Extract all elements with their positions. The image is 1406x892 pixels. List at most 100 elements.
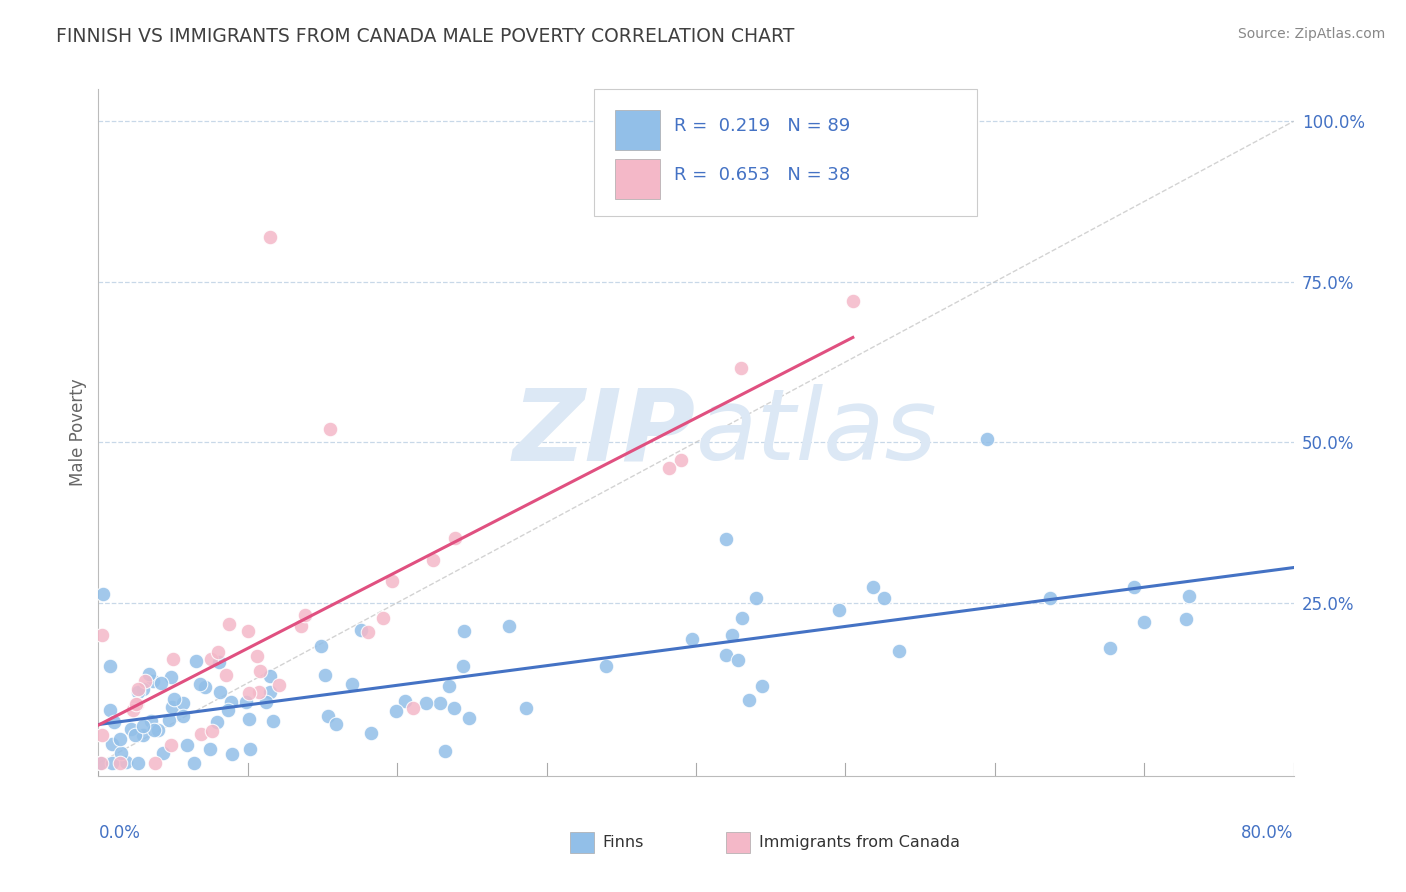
Text: FINNISH VS IMMIGRANTS FROM CANADA MALE POVERTY CORRELATION CHART: FINNISH VS IMMIGRANTS FROM CANADA MALE P… (56, 27, 794, 45)
Point (681, 632, 703, 646)
Point (745, 591, 768, 606)
Point (101, 737, 124, 751)
Point (127, 756, 149, 771)
Point (254, 695, 277, 709)
Point (218, 616, 240, 631)
Point (671, 453, 693, 467)
Point (98, 703, 121, 717)
Point (208, 656, 231, 670)
Point (132, 728, 155, 742)
Point (246, 648, 269, 663)
Point (115, 755, 138, 769)
Text: ZIP: ZIP (513, 384, 696, 481)
Point (172, 696, 194, 710)
Point (160, 699, 183, 714)
Point (143, 756, 166, 771)
Point (236, 624, 259, 638)
Point (1122, 580, 1144, 594)
Text: R =  0.653   N = 38: R = 0.653 N = 38 (675, 166, 851, 184)
Point (842, 293, 865, 308)
Point (98, 658, 121, 673)
Point (121, 703, 143, 717)
Point (186, 654, 208, 668)
Point (200, 652, 222, 666)
Point (731, 611, 754, 625)
Point (340, 676, 363, 690)
Point (91, 728, 114, 742)
Point (259, 230, 281, 244)
Point (146, 723, 169, 737)
Point (188, 677, 211, 691)
Point (108, 756, 131, 771)
Point (138, 667, 160, 681)
Point (159, 739, 181, 753)
Point (458, 711, 481, 725)
Point (889, 644, 911, 658)
FancyBboxPatch shape (571, 832, 595, 853)
Point (134, 673, 156, 688)
Point (132, 682, 155, 697)
Text: 0.0%: 0.0% (98, 824, 141, 842)
Point (90, 756, 112, 771)
Point (176, 738, 198, 752)
FancyBboxPatch shape (595, 89, 977, 216)
Point (1039, 591, 1062, 606)
Point (325, 716, 347, 731)
Point (239, 742, 262, 756)
Point (360, 726, 382, 740)
Point (125, 697, 148, 711)
Point (89, 756, 111, 771)
Y-axis label: Male Poverty: Male Poverty (69, 379, 87, 486)
Point (259, 669, 281, 683)
Point (714, 532, 737, 546)
Point (451, 659, 474, 673)
Point (162, 651, 184, 665)
Point (357, 624, 380, 639)
Point (103, 715, 125, 730)
Point (238, 686, 260, 700)
Point (249, 664, 271, 678)
Point (132, 719, 155, 733)
Point (498, 619, 520, 633)
Point (259, 685, 281, 699)
Point (198, 741, 221, 756)
Point (1133, 615, 1156, 629)
Point (827, 602, 849, 616)
Point (862, 580, 884, 594)
Point (873, 591, 896, 605)
Point (142, 674, 165, 689)
Point (163, 692, 186, 706)
Point (730, 360, 752, 375)
Point (727, 653, 749, 667)
Point (267, 677, 290, 691)
Point (91, 587, 114, 601)
Point (453, 624, 475, 638)
Point (751, 679, 773, 693)
Point (215, 667, 238, 681)
Point (120, 723, 142, 737)
Point (247, 684, 270, 698)
Point (415, 696, 437, 710)
Point (444, 531, 467, 545)
Point (658, 460, 681, 475)
Point (381, 574, 404, 588)
Point (127, 684, 149, 698)
Point (290, 619, 312, 633)
Point (429, 696, 451, 710)
Point (219, 695, 242, 709)
Point (159, 713, 181, 727)
Point (309, 639, 332, 653)
Point (262, 714, 284, 728)
Point (101, 756, 124, 771)
Point (194, 680, 217, 694)
Point (738, 693, 761, 707)
Text: R =  0.219   N = 89: R = 0.219 N = 89 (675, 117, 851, 135)
Text: atlas: atlas (696, 384, 938, 481)
Point (207, 645, 229, 659)
Point (201, 724, 224, 739)
Point (235, 695, 257, 709)
FancyBboxPatch shape (725, 832, 749, 853)
Point (127, 682, 149, 697)
Point (238, 712, 260, 726)
Point (976, 432, 998, 446)
